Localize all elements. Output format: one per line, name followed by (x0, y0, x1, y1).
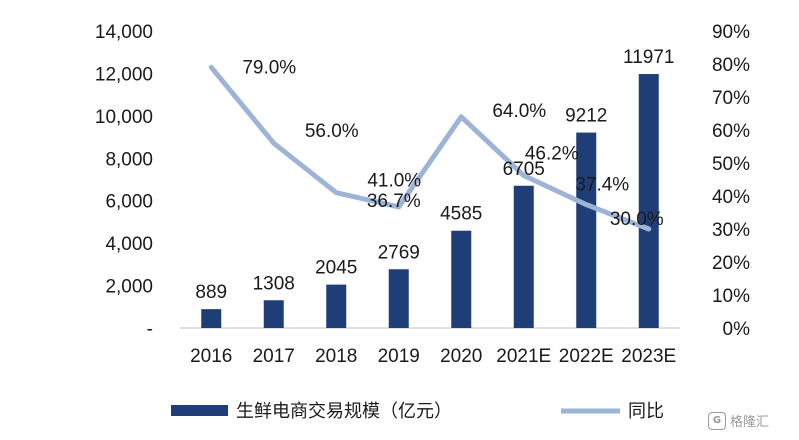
right-axis-tick-label: 30% (712, 220, 750, 241)
bar-data-label: 889 (195, 282, 227, 303)
left-axis-tick-label: 4,000 (105, 234, 153, 255)
yoy-line (208, 64, 652, 232)
left-axis-tick-label: 10,000 (95, 107, 153, 128)
bar-data-label: 2045 (315, 258, 357, 279)
left-axis-tick-label: 12,000 (95, 64, 153, 85)
right-axis-tick-label: 50% (712, 154, 750, 175)
x-axis-tick-label: 2021E (496, 346, 551, 367)
left-axis-tick-label: 2,000 (105, 277, 153, 298)
legend-line-label: 同比 (628, 401, 664, 422)
bar-2023E (638, 74, 659, 328)
bar-2021E (513, 185, 534, 328)
right-axis-tick-label: 90% (712, 22, 750, 43)
x-axis-ticks: 2016 2017 2018 2019 2020 2021E 2022E 2023E (190, 346, 676, 367)
line-data-label: 41.0% (367, 171, 421, 192)
legend-bar-swatch (171, 405, 228, 416)
right-axis-tick-label: 80% (712, 55, 750, 76)
bar-data-label: 4585 (440, 204, 482, 225)
line-data-label: 37.4% (575, 175, 629, 196)
bar-data-label: 9212 (565, 106, 607, 127)
x-axis-tick-label: 2019 (378, 346, 420, 367)
legend: 生鲜电商交易规模（亿元） 同比 (171, 401, 664, 422)
right-axis-tick-label: 0% (723, 319, 751, 340)
legend-bar-label: 生鲜电商交易规模（亿元） (236, 401, 452, 422)
line-series (208, 64, 652, 232)
bar-2016 (201, 309, 222, 328)
bar-data-label: 2769 (378, 242, 420, 263)
line-data-label: 64.0% (492, 101, 546, 122)
watermark-text: 格隆汇 (729, 415, 769, 430)
bar-data-label: 11971 (623, 47, 674, 68)
right-axis-tick-label: 20% (712, 253, 750, 274)
right-axis-tick-label: 40% (712, 187, 750, 208)
bar-series (201, 74, 659, 328)
x-axis-tick-label: 2018 (315, 346, 357, 367)
x-axis-tick-label: 2016 (190, 346, 232, 367)
line-data-label: 79.0% (242, 57, 296, 78)
bar-2018 (326, 284, 347, 328)
bar-data-label: 1308 (253, 273, 295, 294)
right-axis: 0% 10% 20% 30% 40% 50% 60% 70% 80% 90% (712, 22, 750, 340)
watermark: G 格隆汇 (707, 411, 769, 430)
line-data-label: 36.7% (367, 191, 421, 212)
bar-2019 (388, 269, 409, 328)
left-axis-tick-label: 14,000 (95, 22, 153, 43)
left-axis-tick-label: 6,000 (105, 192, 153, 213)
bar-data-label: 6705 (503, 159, 545, 180)
x-axis-tick-label: 2023E (621, 346, 676, 367)
bar-2022E (576, 132, 597, 328)
line-data-label: 46.2% (525, 144, 579, 165)
left-axis: - 2,000 4,000 6,000 8,000 10,000 12,000 14,000 (95, 22, 153, 340)
left-axis-tick-label: 8,000 (105, 149, 153, 170)
right-axis-tick-label: 60% (712, 121, 750, 142)
watermark-logo-icon: G (707, 411, 726, 430)
x-axis-tick-label: 2022E (559, 346, 614, 367)
line-data-labels: 79.0% 56.0% 41.0%36.7% 64.0% 46.2% 37.4% 30.0% (242, 57, 663, 230)
x-axis-tick-label: 2017 (253, 346, 295, 367)
x-axis-tick-label: 2020 (440, 346, 482, 367)
right-axis-tick-label: 10% (712, 286, 750, 307)
bar-2017 (263, 300, 284, 328)
bar-2020 (451, 230, 472, 328)
bar-data-labels: 889 1308 2045 2769 4585 6705 9212 11971 (195, 47, 674, 303)
left-axis-tick-label: - (147, 319, 153, 340)
line-data-label: 30.0% (610, 209, 664, 230)
right-axis-tick-label: 70% (712, 88, 750, 109)
line-data-label: 56.0% (305, 121, 359, 142)
